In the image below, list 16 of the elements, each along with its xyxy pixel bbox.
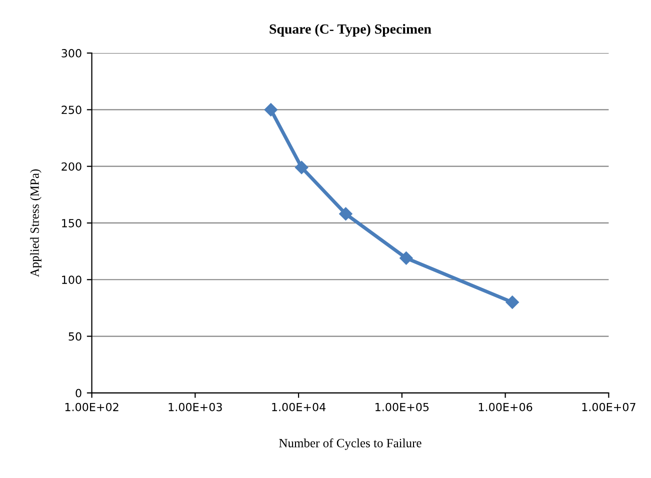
x-axis-title: Number of Cycles to Failure	[279, 438, 422, 450]
y-axis-title: Applied Stress (MPa)	[30, 169, 42, 278]
y-tick-label: 0	[76, 388, 82, 398]
x-tick-label: 1.00E+07	[582, 402, 636, 412]
x-tick-label: 1.00E+03	[168, 402, 222, 412]
y-tick-label: 50	[68, 332, 82, 341]
y-tick-label: 150	[62, 218, 82, 228]
x-tick-label: 1.00E+04	[272, 402, 326, 412]
y-tick-label: 250	[62, 106, 82, 114]
x-tick-label: 1.00E+02	[65, 402, 118, 412]
y-tick-label: 200	[62, 162, 82, 171]
y-tick-label: 300	[62, 49, 82, 58]
chart-title: Square (C- Type) Specimen	[270, 24, 432, 37]
y-tick-label: 100	[62, 276, 82, 284]
x-tick-label: 1.00E+06	[478, 402, 532, 412]
x-tick-label: 1.00E+05	[376, 402, 429, 412]
